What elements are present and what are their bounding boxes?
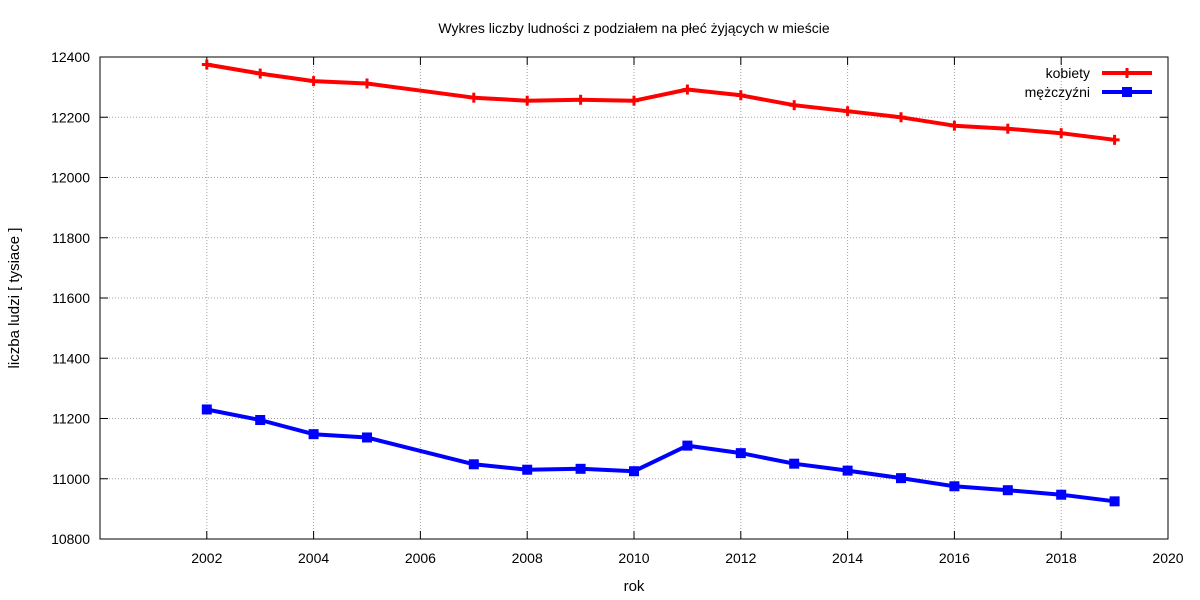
series-line — [206, 407, 1115, 504]
data-point — [575, 94, 586, 105]
data-point — [1056, 128, 1067, 139]
data-point — [468, 92, 479, 103]
x-tick-label: 2008 — [512, 550, 543, 566]
plot-frame — [99, 56, 1169, 540]
data-point — [735, 448, 746, 459]
data-point — [362, 432, 372, 443]
data-point — [308, 76, 319, 87]
data-point — [255, 415, 266, 426]
data-point — [896, 473, 906, 484]
data-point — [789, 100, 800, 111]
data-point — [896, 112, 906, 123]
legend-label: mężczyźni — [1025, 84, 1090, 100]
x-tick-label: 2016 — [939, 550, 970, 566]
series-group — [201, 59, 1120, 507]
data-point — [255, 68, 266, 79]
grid — [100, 57, 1168, 539]
y-tick-label: 12200 — [51, 109, 90, 125]
data-point — [308, 429, 319, 440]
data-point — [735, 90, 746, 101]
x-tick-label: 2018 — [1046, 550, 1077, 566]
data-point — [949, 120, 960, 131]
data-point — [842, 465, 853, 476]
data-point — [629, 466, 639, 477]
data-point — [1109, 134, 1120, 145]
chart-title: Wykres liczby ludności z podziałem na pł… — [438, 20, 829, 36]
data-point — [1109, 496, 1120, 507]
legend-marker — [1122, 87, 1132, 97]
data-point — [1056, 489, 1067, 500]
axis-ticks: 10800 11000 11200 11400 11600 11800 12000 12200… — [51, 49, 1184, 566]
y-tick-label: 10800 — [51, 531, 90, 547]
series-0 — [201, 59, 1120, 145]
legend-label: kobiety — [1046, 65, 1090, 81]
y-tick-label: 11000 — [52, 471, 90, 487]
data-point — [522, 95, 533, 106]
y-tick-label: 12400 — [51, 49, 90, 65]
y-tick-label: 11800 — [52, 230, 90, 246]
data-point — [629, 95, 639, 106]
data-point — [682, 84, 693, 95]
x-tick-label: 2004 — [298, 550, 329, 566]
data-point — [575, 463, 586, 474]
data-point — [842, 106, 853, 117]
x-tick-label: 2002 — [191, 550, 222, 566]
data-point — [1002, 123, 1013, 134]
x-tick-label: 2014 — [832, 550, 863, 566]
data-point — [201, 59, 212, 70]
x-tick-label: 2010 — [618, 550, 649, 566]
data-point — [1002, 485, 1013, 496]
data-point — [949, 481, 960, 492]
data-point — [468, 459, 479, 470]
x-tick-label: 2012 — [725, 550, 756, 566]
x-tick-label: 2020 — [1152, 550, 1183, 566]
series-line — [206, 62, 1115, 142]
data-point — [522, 464, 533, 475]
data-point — [789, 458, 800, 469]
data-point — [201, 404, 212, 415]
data-point — [362, 78, 372, 89]
data-point — [682, 440, 693, 451]
x-tick-label: 2006 — [405, 550, 436, 566]
y-tick-label: 12000 — [51, 170, 90, 186]
y-axis-label: liczba ludzi [ tysiace ] — [6, 228, 23, 369]
y-tick-label: 11200 — [52, 411, 90, 427]
series-1 — [201, 404, 1120, 507]
y-tick-label: 11400 — [52, 350, 90, 366]
x-axis-label: rok — [624, 578, 645, 595]
y-tick-label: 11600 — [52, 290, 90, 306]
legend: kobiety mężczyźni — [1025, 65, 1152, 100]
